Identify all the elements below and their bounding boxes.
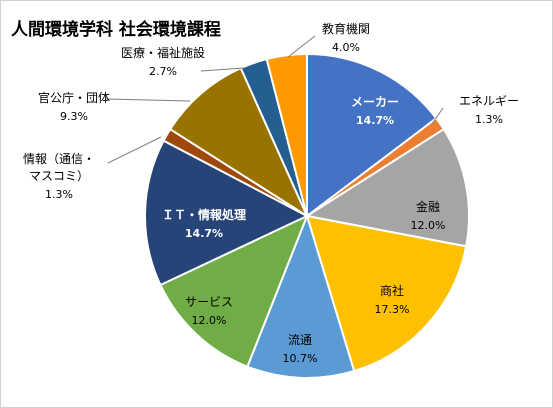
slice-name-4: 流通 [288,333,312,347]
slice-percent-9: 2.7% [149,65,177,78]
leader-line-7 [107,136,162,164]
slice-name-10: 教育機関 [322,21,370,36]
leader-line-9 [200,67,245,72]
slice-percent-7: 1.3% [45,188,73,201]
slice-percent-8: 9.3% [60,110,88,123]
slice-name-2: 金融 [416,199,440,214]
slice-percent-2: 12.0% [411,219,446,232]
pie-slice-6 [144,139,310,287]
slice-percent-5: 12.0% [192,314,227,327]
slice-label-5: サービス 12.0% [185,295,233,327]
slice-name-3: 商社 [380,283,404,298]
leader-line-8 [104,98,191,102]
slice-name-9: 医療・福祉施設 [121,45,205,60]
pie-slice-3 [305,214,468,373]
slice-name-8: 官公庁・団体 [38,90,110,105]
slice-percent-3: 17.3% [375,303,410,316]
slice-label-9: 医療・福祉施設 2.7% [121,45,205,78]
slice-percent-0: 14.7% [356,114,394,127]
slice-percent-10: 4.0% [332,41,360,54]
slice-name-7: 情報（通信・ [23,152,95,166]
slice-label-8: 官公庁・団体 9.3% [38,90,110,123]
chart-title: 人間環境学科 社会環境課程 [11,20,221,40]
slice-name-1: エネルギー [459,94,519,108]
slice-name-6: ＩＴ・情報処理 [162,207,246,222]
pie-slice-0 [306,52,438,219]
pie-slice-4 [246,212,356,379]
leader-line-10 [287,35,316,58]
slice-label-7: 情報（通信・マスコミ） 1.3% [23,152,95,201]
slice-name-5: サービス [185,295,233,309]
slice-label-2: 金融 12.0% [411,199,446,232]
slice-name-0: メーカー [351,95,399,109]
slice-percent-6: 14.7% [185,227,223,240]
pie-slice-5 [159,214,309,368]
slice-label-10: 教育機関 4.0% [322,21,370,54]
pie-slice-2 [304,127,470,248]
slice-label-4: 流通 10.7% [283,333,318,365]
pie-slice-10 [265,52,308,217]
leader-line-1 [431,107,444,125]
slice-label-3: 商社 17.3% [375,283,410,316]
slice-label-1: エネルギー 1.3% [459,94,519,126]
slice-percent-4: 10.7% [283,352,318,365]
pie-slice-8 [168,66,310,219]
slice-percent-1: 1.3% [475,113,503,126]
slice-name-7: マスコミ） [29,169,89,183]
slice-label-6: ＩＴ・情報処理 14.7% [162,207,246,240]
slice-label-0: メーカー 14.7% [351,95,399,127]
